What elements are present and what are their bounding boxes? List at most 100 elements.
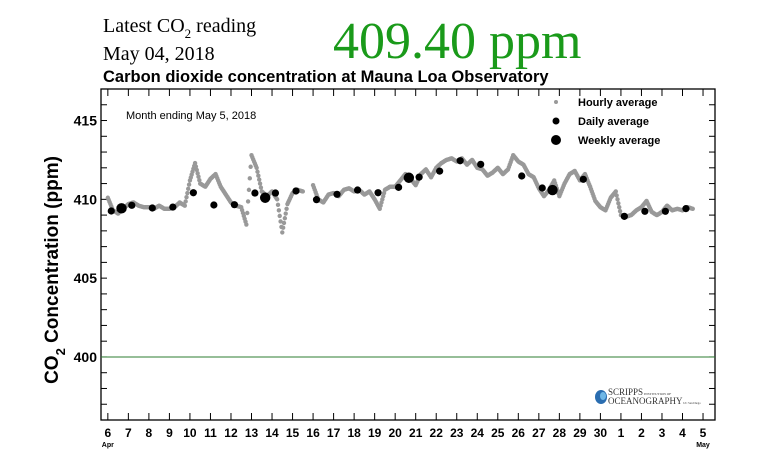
hourly-point	[256, 173, 261, 178]
x-tick-label: 21	[409, 426, 423, 440]
legend-marker-daily	[552, 117, 560, 125]
x-tick-label: 16	[306, 426, 320, 440]
hourly-point	[617, 208, 623, 214]
hourly-point	[185, 190, 190, 196]
x-tick-label: 14	[265, 426, 279, 440]
x-tick-label: 11	[204, 426, 217, 440]
chart-title: Carbon dioxide concentration at Mauna Lo…	[103, 68, 549, 86]
hourly-point	[182, 203, 188, 208]
x-tick-label: 3	[659, 426, 666, 440]
hourly-point	[244, 222, 249, 227]
hourly-point	[277, 213, 282, 219]
scripps-logo: SCRIPPS INSTITUTION OF OCEANOGRAPHY UC S…	[595, 387, 701, 406]
hourly-point	[248, 164, 253, 169]
x-tick-label: 19	[368, 426, 382, 440]
svg-text:OCEANOGRAPHY UC San Diego: OCEANOGRAPHY UC San Diego	[608, 396, 701, 406]
x-tick-label: 28	[553, 426, 567, 440]
hourly-point	[196, 174, 201, 179]
legend-marker-weekly	[551, 135, 561, 145]
daily-point	[148, 204, 156, 212]
hourly-point	[284, 206, 289, 211]
hourly-point	[616, 201, 621, 206]
x-tick-label: 15	[286, 426, 300, 440]
daily-point	[682, 205, 690, 213]
hourly-point	[245, 210, 250, 216]
x-tick-label: 22	[430, 426, 444, 440]
daily-point	[394, 183, 403, 191]
hourly-point	[278, 219, 283, 224]
svg-text:SCRIPPS INSTITUTION OF: SCRIPPS INSTITUTION OF	[608, 387, 671, 397]
plot-area	[100, 88, 716, 421]
legend-label-hourly: Hourly average	[578, 97, 657, 109]
x-tick-label: 12	[224, 426, 238, 440]
x-tick-label: 4	[679, 426, 686, 440]
x-month-label-apr: Apr	[102, 442, 114, 449]
month-annotation: Month ending May 5, 2018	[126, 110, 256, 122]
latest-reading-label: Latest CO2 reading	[103, 15, 256, 41]
x-tick-label: 9	[166, 426, 173, 440]
daily-point	[107, 207, 115, 215]
hourly-point	[184, 195, 189, 200]
hourly-point	[254, 165, 259, 171]
x-tick-label: 8	[146, 426, 153, 440]
hourly-point	[257, 181, 263, 186]
daily-point	[661, 207, 670, 215]
daily-point	[436, 167, 444, 175]
x-tick-label: 30	[594, 426, 608, 440]
hourly-point	[197, 177, 202, 183]
daily-point	[312, 196, 321, 204]
legend: Hourly average Daily average Weekly aver…	[551, 97, 660, 147]
hourly-point	[281, 220, 287, 226]
daily-point	[251, 189, 259, 197]
x-tick-label: 26	[512, 426, 526, 440]
daily-point	[456, 157, 464, 165]
x-tick-label: 25	[491, 426, 505, 440]
daily-point	[169, 203, 177, 211]
hourly-point	[186, 186, 191, 192]
hourly-point	[614, 193, 619, 198]
daily-point	[579, 175, 587, 183]
x-tick-label: 20	[388, 426, 402, 440]
x-tick-label: 29	[573, 426, 587, 440]
weekly-point	[259, 192, 271, 203]
x-tick-label: 17	[327, 426, 341, 440]
hourly-point	[275, 202, 281, 208]
x-tick-label: 23	[450, 426, 464, 440]
hourly-point	[282, 216, 288, 221]
hourly-point	[193, 164, 199, 169]
hourly-point	[274, 197, 280, 202]
daily-point	[374, 189, 382, 197]
weekly-point	[547, 184, 558, 196]
hourly-point	[183, 199, 188, 204]
legend-label-daily: Daily average	[578, 116, 649, 128]
hourly-point	[246, 187, 252, 193]
y-tick-label: 415	[74, 113, 98, 129]
x-tick-label: 18	[347, 426, 361, 440]
hourly-point	[283, 211, 288, 216]
daily-point	[641, 207, 649, 215]
hourly-point	[690, 206, 695, 211]
y-tick-label: 410	[74, 191, 98, 207]
hourly-point	[300, 189, 306, 194]
daily-point	[415, 173, 423, 181]
x-tick-label: 5	[700, 426, 707, 440]
daily-point	[271, 189, 280, 197]
daily-point	[210, 201, 218, 209]
x-tick-label: 13	[245, 426, 259, 440]
daily-point	[353, 186, 362, 194]
x-tick-label: 6	[104, 426, 111, 440]
hourly-point	[280, 230, 285, 235]
weekly-point	[116, 203, 127, 214]
daily-point	[477, 160, 485, 168]
daily-point	[292, 187, 300, 195]
daily-point	[333, 190, 341, 198]
daily-point	[128, 201, 136, 209]
hourly-point	[194, 167, 199, 173]
hourly-point	[257, 177, 262, 182]
hourly-point	[280, 225, 286, 230]
hourly-point	[195, 171, 200, 176]
y-tick-labels: 400 405 410 415	[74, 113, 98, 365]
hourly-point	[245, 199, 251, 204]
weekly-series	[116, 172, 558, 214]
weekly-point	[403, 172, 415, 183]
